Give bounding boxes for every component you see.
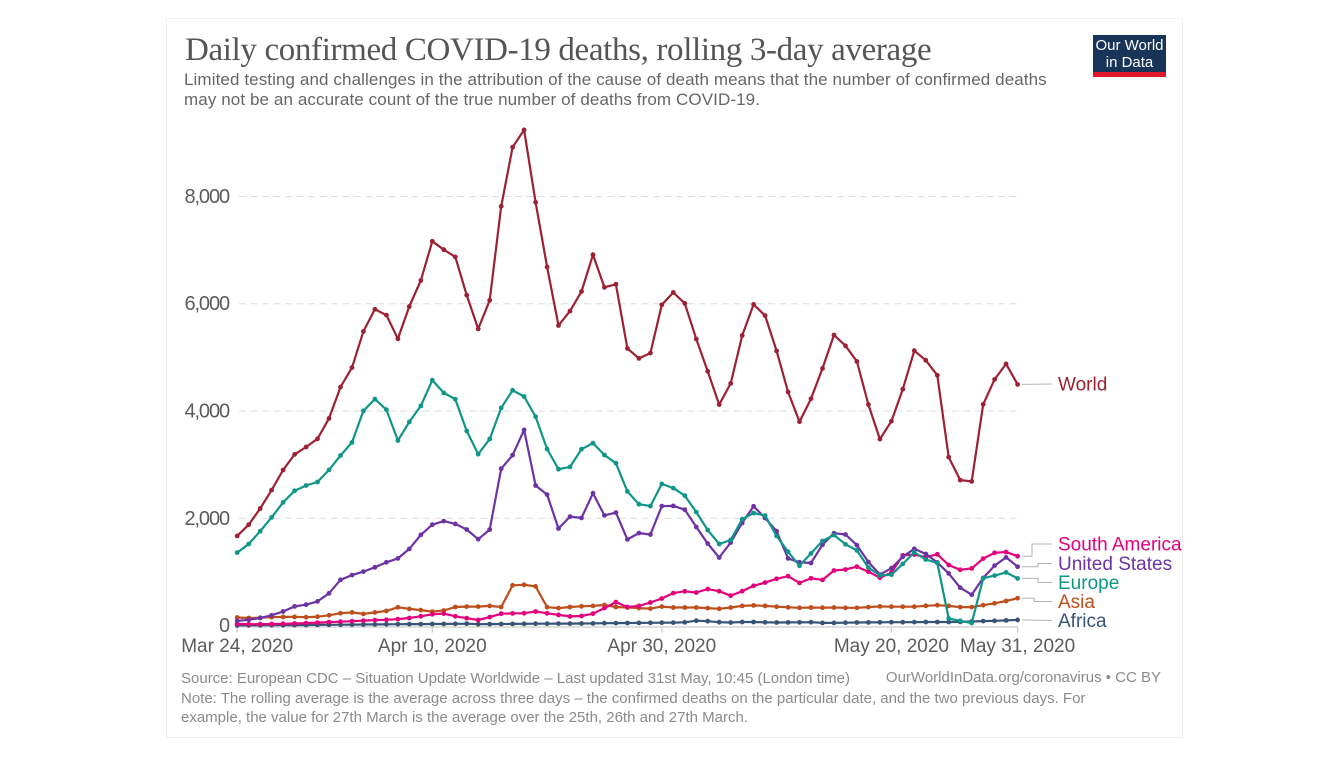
svg-text:4,000: 4,000 xyxy=(184,401,230,423)
svg-text:2,000: 2,000 xyxy=(184,508,230,530)
svg-text:Asia: Asia xyxy=(1058,592,1095,613)
svg-text:World: World xyxy=(1058,375,1107,396)
svg-text:Europe: Europe xyxy=(1058,573,1119,594)
svg-text:Africa: Africa xyxy=(1058,611,1107,632)
svg-text:May 31, 2020: May 31, 2020 xyxy=(960,636,1075,657)
svg-text:Mar 24, 2020: Mar 24, 2020 xyxy=(181,636,293,657)
svg-text:0: 0 xyxy=(219,615,230,637)
svg-text:May 20, 2020: May 20, 2020 xyxy=(834,636,949,657)
svg-text:South America: South America xyxy=(1058,535,1182,556)
svg-text:United States: United States xyxy=(1058,554,1172,575)
svg-text:8,000: 8,000 xyxy=(184,186,230,208)
svg-text:Apr 10, 2020: Apr 10, 2020 xyxy=(378,636,487,657)
svg-text:Apr 30, 2020: Apr 30, 2020 xyxy=(607,636,716,657)
svg-text:6,000: 6,000 xyxy=(184,293,230,315)
